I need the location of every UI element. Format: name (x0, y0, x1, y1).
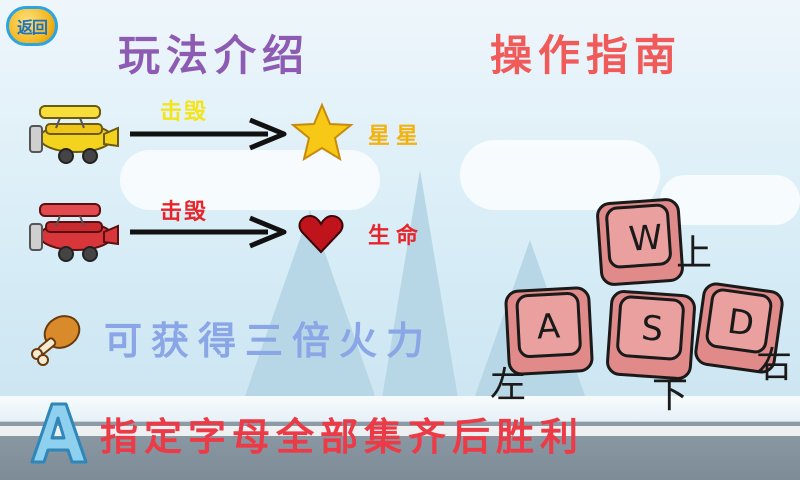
background-cloud (120, 150, 380, 210)
snow-edge (0, 426, 800, 436)
background-cloud (460, 140, 660, 210)
background-cloud (660, 175, 800, 225)
powerup-description: 可获得三倍火力 (104, 319, 434, 363)
win-condition-description: 指定字母全部集齐后胜利 (100, 415, 585, 459)
red-plane-icon (29, 203, 119, 262)
key-d-letter: D (725, 301, 757, 345)
key-s-letter: S (640, 308, 665, 350)
arrow-icon (130, 117, 287, 151)
left-label: 左 (490, 365, 527, 406)
letter-a-icon (30, 402, 88, 464)
key-w-letter: W (627, 217, 664, 260)
arrow-icon (130, 215, 287, 249)
background-mountain (380, 170, 460, 410)
key-w: W (595, 197, 685, 287)
key-a-letter: A (535, 306, 562, 348)
yellow-plane-icon (29, 105, 119, 164)
right-label: 右 (756, 345, 793, 386)
destroy-label: 击毁 (160, 200, 209, 225)
star-icon (290, 102, 354, 162)
controls-heading: 操作指南 (490, 31, 683, 80)
ground-strip (0, 396, 800, 480)
background-mountain (240, 210, 380, 410)
star-reward-label: 星星 (368, 124, 425, 149)
destroy-label: 击毁 (160, 100, 209, 125)
back-button[interactable]: 返回 (6, 6, 58, 46)
drumstick-icon (31, 315, 81, 366)
life-reward-label: 生命 (368, 224, 425, 249)
heart-icon (298, 214, 344, 254)
gameplay-heading: 玩法介绍 (118, 31, 311, 80)
down-label: 下 (652, 375, 689, 416)
back-button-label: 返回 (16, 18, 48, 37)
up-label: 上 (676, 233, 713, 274)
